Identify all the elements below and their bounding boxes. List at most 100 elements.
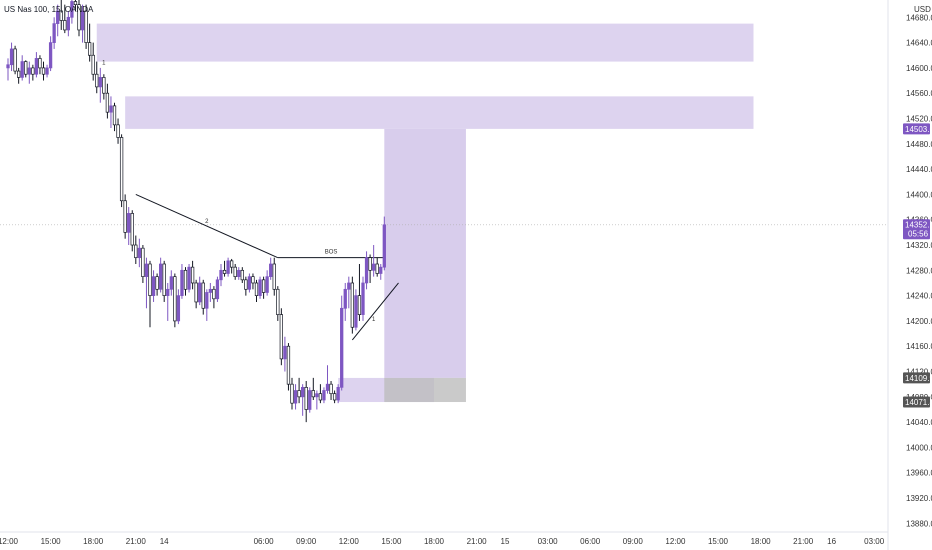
bos-label: BOS (325, 250, 338, 256)
candle-body (116, 124, 120, 138)
time-tick-label: 16 (827, 537, 836, 546)
candle-body (208, 288, 213, 293)
price-tick-label: 14440.0 (906, 165, 932, 174)
candle-body (130, 213, 134, 246)
candle-body (301, 386, 305, 398)
candle-body (247, 276, 252, 290)
candle-body (265, 276, 269, 293)
candle-body (332, 393, 337, 401)
zone-rect-1 (96, 23, 754, 62)
candle-body (375, 263, 379, 274)
time-tick-label: 15 (501, 537, 510, 546)
symbol-title: US Nas 100, 15, OANDA (4, 5, 94, 14)
time-tick-label: 15:00 (381, 537, 402, 546)
candle-body (173, 276, 177, 322)
candle-body (27, 67, 31, 75)
price-tick-label: 14480.0 (906, 140, 932, 149)
candle-body (151, 276, 156, 296)
candle-body (293, 390, 298, 404)
price-tick-label: 14200.0 (906, 317, 932, 326)
time-tick-label: 14 (160, 537, 169, 546)
price-tick-label: 14400.0 (906, 190, 932, 199)
zones-layer (96, 23, 754, 403)
candle-body (66, 16, 71, 31)
candle-body (368, 257, 372, 271)
candle-body (382, 224, 386, 268)
zone-rect-2 (125, 96, 754, 129)
candle-body (212, 288, 216, 300)
candle-body (119, 137, 124, 202)
candle-body (87, 42, 92, 56)
candle-body (219, 269, 223, 281)
time-tick-label: 18:00 (751, 537, 772, 546)
candle-body (279, 314, 283, 360)
candle-body (77, 4, 81, 31)
candle-body (17, 70, 21, 78)
price-tick-label: 13920.0 (906, 494, 932, 503)
candle-body (187, 266, 191, 290)
price-tag-label-2: 14352.1 (905, 221, 932, 230)
candle-body (84, 10, 88, 43)
candle-body (176, 295, 181, 322)
candle-body (24, 61, 28, 75)
price-tick-label: 14520.0 (906, 115, 932, 124)
time-tick-label: 12:00 (339, 537, 360, 546)
price-tick-label: 14680.0 (906, 13, 932, 22)
candle-body (13, 48, 17, 72)
candle-body (290, 383, 294, 404)
candle-body (297, 390, 301, 398)
candle-body (251, 276, 255, 284)
price-tick-label: 14240.0 (906, 292, 932, 301)
annotation-3: 1 (372, 317, 376, 323)
candle-body (70, 1, 74, 18)
candle-body (48, 42, 53, 69)
price-axis: 13880.013920.013960.014000.014040.014080… (887, 0, 932, 550)
candle-body (91, 54, 95, 75)
candle-body (166, 288, 170, 296)
price-tag-label-4: 14071.8 (905, 398, 932, 407)
candle-body (315, 393, 319, 398)
price-tag-countdown: 05:56 (908, 230, 929, 239)
candle-body (347, 282, 351, 290)
annotation-2: 1 (102, 61, 106, 67)
candle-body (361, 282, 365, 315)
candle-body (198, 282, 202, 303)
candle-body (134, 244, 138, 259)
candle-body (41, 67, 46, 75)
price-tag-label-1: 14503.6 (905, 125, 932, 134)
price-tick-label: 14560.0 (906, 89, 932, 98)
candle-body (169, 276, 173, 290)
candle-body (350, 282, 354, 328)
candle-body (52, 23, 56, 43)
time-tick-label: 18:00 (83, 537, 104, 546)
candle-body (215, 279, 220, 300)
price-tick-label: 14040.0 (906, 418, 932, 427)
price-tick-label: 14640.0 (906, 39, 932, 48)
candle-body (258, 279, 262, 296)
time-tick-label: 03:00 (864, 537, 885, 546)
candle-body (38, 58, 42, 69)
price-tick-label: 13880.0 (906, 519, 932, 528)
time-tick-label: 12:00 (665, 537, 686, 546)
trendline-1 (135, 193, 279, 259)
time-tick-label: 06:00 (254, 537, 275, 546)
candle-body (343, 288, 347, 309)
candle-body (59, 10, 63, 21)
candle-body (311, 390, 315, 398)
candle-body (205, 292, 209, 309)
candle-body (244, 279, 248, 290)
time-tick-label: 03:00 (538, 537, 559, 546)
candle-body (222, 269, 227, 274)
time-tick-label: 15:00 (41, 537, 62, 546)
candle-body (102, 77, 106, 94)
candle-body (237, 269, 241, 278)
candle-body (269, 263, 273, 278)
price-tick-label: 13960.0 (906, 469, 932, 478)
time-tick-label: 06:00 (580, 537, 601, 546)
candle-body (276, 288, 280, 315)
candle-body (137, 247, 142, 259)
candle-body (112, 105, 117, 126)
currency-label: USD (914, 5, 931, 14)
